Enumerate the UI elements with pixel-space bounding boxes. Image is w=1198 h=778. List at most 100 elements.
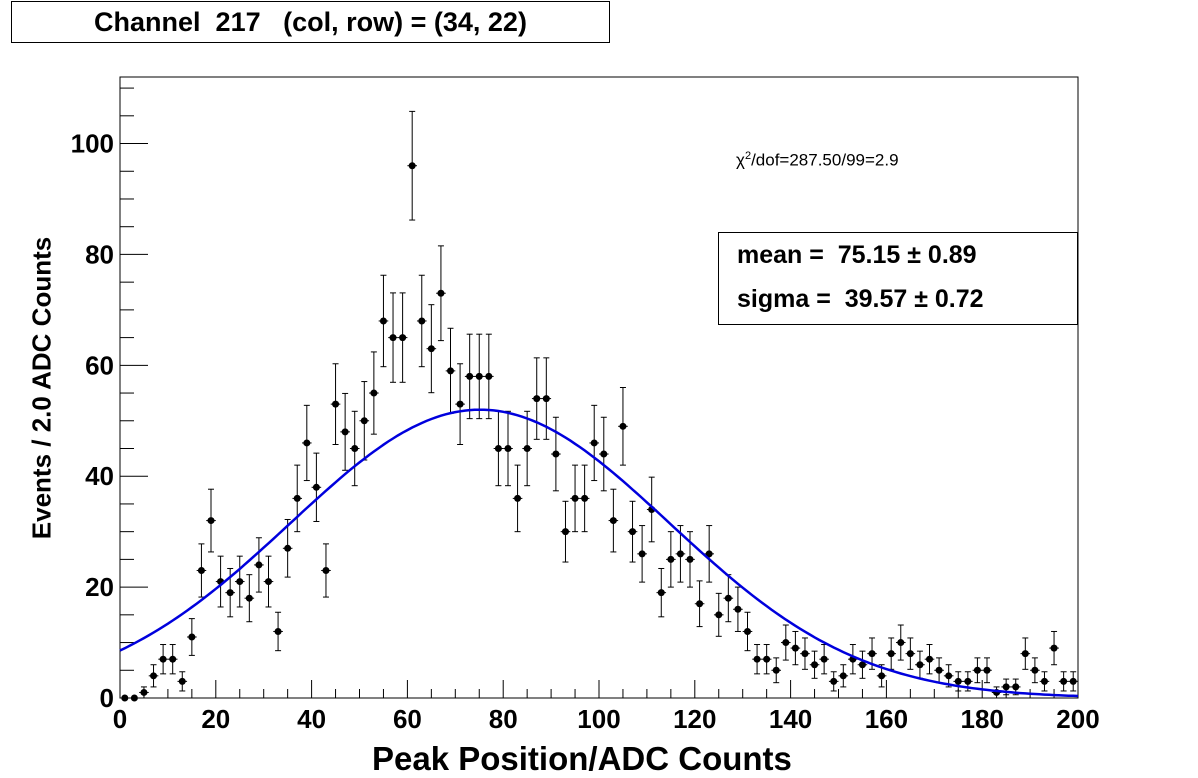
data-point (426, 304, 437, 394)
point-marker (533, 395, 541, 403)
data-point (263, 555, 274, 608)
point-marker (130, 694, 138, 702)
data-point (800, 637, 810, 670)
point-marker (926, 655, 934, 663)
data-point (1058, 671, 1069, 692)
data-point (618, 387, 628, 466)
data-point (206, 488, 216, 553)
point-marker (782, 639, 790, 647)
point-marker (389, 334, 397, 342)
data-point (397, 292, 408, 383)
point-marker (274, 627, 282, 635)
data-point (781, 624, 791, 661)
x-tick-label: 140 (769, 704, 812, 734)
data-point (838, 664, 849, 688)
point-marker (964, 677, 972, 685)
y-tick-label: 60 (85, 350, 114, 380)
data-point (761, 644, 772, 675)
point-marker (1002, 683, 1010, 691)
point-marker (504, 444, 512, 452)
point-marker (571, 494, 579, 502)
data-point (302, 404, 312, 482)
y-tick-label: 100 (71, 129, 114, 159)
x-tick-label: 0 (113, 704, 127, 734)
data-point (1020, 637, 1031, 670)
data-point (694, 580, 705, 628)
data-point (953, 671, 964, 692)
point-marker (475, 372, 483, 380)
point-marker (887, 650, 895, 658)
x-axis-title: Peak Position/ADC Counts (372, 740, 792, 777)
point-marker (676, 550, 684, 558)
point-marker (619, 422, 627, 430)
point-marker (878, 672, 886, 680)
point-marker (954, 677, 962, 685)
point-marker (284, 544, 292, 552)
data-point (388, 292, 398, 383)
data-point (895, 624, 906, 661)
y-tick-label: 80 (85, 239, 114, 269)
data-point (752, 644, 762, 675)
point-marker (1040, 677, 1048, 685)
point-marker (657, 589, 665, 597)
chart-title: Channel 217 (col, row) = (34, 22) (11, 1, 610, 43)
data-point (570, 464, 580, 533)
data-point (560, 500, 571, 563)
data-point (828, 671, 839, 692)
point-marker (255, 561, 263, 569)
data-point (982, 657, 992, 684)
data-point (713, 592, 724, 637)
sigma-stat: sigma = 39.57 ± 0.72 (737, 285, 984, 313)
data-point (129, 694, 140, 702)
data-point (215, 555, 226, 608)
point-marker (1031, 666, 1039, 674)
y-axis-title: Events / 2.0 ADC Counts (26, 236, 57, 540)
point-marker (638, 550, 646, 558)
point-marker (322, 566, 330, 574)
point-marker (437, 289, 445, 297)
data-point (963, 671, 973, 692)
x-tick-label: 20 (201, 704, 230, 734)
data-point (733, 586, 743, 632)
data-point (522, 410, 532, 487)
point-marker (791, 644, 799, 652)
point-marker (178, 677, 186, 685)
data-point (589, 404, 599, 482)
mean-stat: mean = 75.15 ± 0.89 (737, 241, 977, 269)
data-point (464, 333, 475, 420)
point-marker (1060, 677, 1068, 685)
data-point (455, 363, 465, 445)
x-tick-label: 40 (297, 704, 326, 734)
point-marker (399, 334, 407, 342)
chi2-label: χ2/dof=287.50/99=2.9 (736, 150, 899, 170)
point-marker (772, 666, 780, 674)
point-marker (1012, 683, 1020, 691)
point-marker (696, 600, 704, 608)
data-point (484, 333, 494, 420)
point-marker (973, 666, 981, 674)
point-marker (830, 677, 838, 685)
point-marker (427, 345, 435, 353)
data-point (867, 637, 877, 670)
data-point (234, 555, 245, 608)
data-point (311, 452, 322, 522)
x-tick-label: 60 (393, 704, 422, 734)
point-marker (523, 444, 531, 452)
x-tick-label: 160 (865, 704, 908, 734)
point-marker (494, 444, 502, 452)
point-marker (264, 578, 272, 586)
point-marker (418, 317, 426, 325)
data-point (579, 464, 590, 533)
point-marker (1021, 650, 1029, 658)
point-marker (379, 317, 387, 325)
data-point (886, 637, 896, 670)
data-point (637, 525, 647, 583)
point-marker (159, 655, 167, 663)
point-marker (312, 483, 320, 491)
point-marker (360, 417, 368, 425)
data-point (187, 618, 197, 656)
data-point (857, 650, 868, 679)
gaussian-fit-curve (119, 408, 1079, 698)
point-marker (945, 672, 953, 680)
